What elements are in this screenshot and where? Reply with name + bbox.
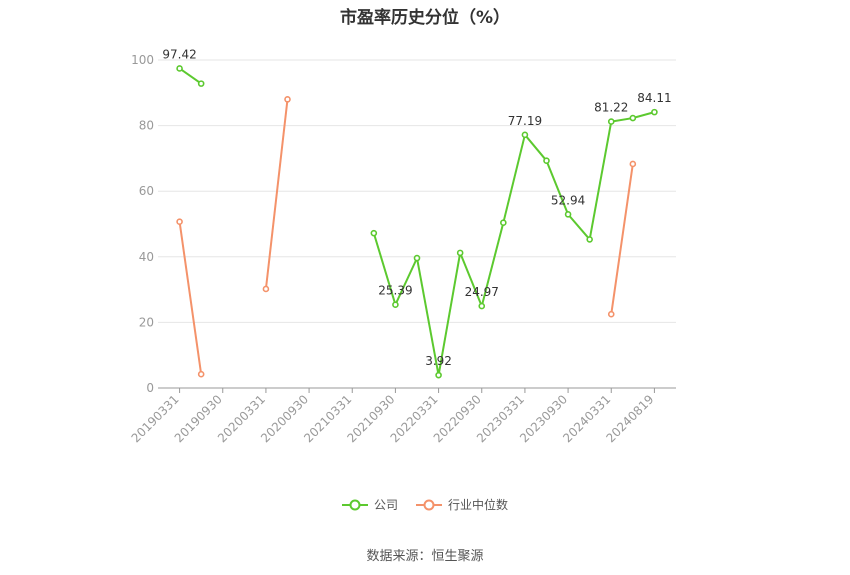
data-point xyxy=(197,370,205,378)
series-line-segment xyxy=(459,252,483,307)
data-point xyxy=(197,80,205,87)
data-label: 97.42 xyxy=(162,47,196,61)
data-point xyxy=(607,310,615,318)
series-line-segment xyxy=(264,99,289,290)
data-point xyxy=(478,302,486,310)
data-label: 3.92 xyxy=(425,354,452,368)
legend-company-label: 公司 xyxy=(373,498,398,512)
data-point xyxy=(500,219,507,226)
legend-industry-label: 行业中位数 xyxy=(448,498,509,512)
y-tick-label: 100 xyxy=(131,53,154,67)
y-tick-label: 60 xyxy=(139,184,154,198)
legend: 公司 行业中位数 xyxy=(0,496,850,513)
series-line-segment xyxy=(416,257,440,376)
series-line-segment xyxy=(567,213,591,241)
data-point xyxy=(543,157,550,164)
y-tick-label: 20 xyxy=(139,315,154,329)
data-point xyxy=(456,249,464,257)
series-line-segment xyxy=(524,134,548,162)
data-label: 77.19 xyxy=(508,114,542,128)
series-line-segment xyxy=(632,111,655,120)
data-point xyxy=(435,371,442,379)
y-tick-label: 40 xyxy=(139,250,154,264)
series-line-segment xyxy=(394,257,418,306)
data-point xyxy=(370,229,378,237)
data-point xyxy=(262,285,270,293)
data-point xyxy=(413,254,421,262)
series-line-segment xyxy=(372,232,397,306)
legend-item-company[interactable]: 公司 xyxy=(341,496,398,513)
series-line-segment xyxy=(480,222,505,307)
data-point xyxy=(607,118,615,125)
data-point xyxy=(651,108,658,116)
data-point xyxy=(521,131,529,139)
legend-industry-marker xyxy=(416,499,442,510)
series-line-segment xyxy=(179,67,202,85)
y-tick-label: 80 xyxy=(139,119,154,133)
series-line-segment xyxy=(502,134,526,223)
series-line-segment xyxy=(588,121,613,240)
data-point xyxy=(564,211,572,218)
chart-title: 市盈率历史分位（%） xyxy=(339,8,511,28)
data-point xyxy=(629,114,637,122)
legend-company-marker xyxy=(341,499,368,510)
series-line-segment xyxy=(178,221,203,375)
data-point xyxy=(629,160,637,168)
series-line-segment xyxy=(437,252,462,376)
data-point xyxy=(586,236,593,243)
series-line-segment xyxy=(611,117,633,123)
data-label: 81.22 xyxy=(594,101,628,115)
data-label: 84.11 xyxy=(637,91,671,105)
legend-item-industry[interactable]: 行业中位数 xyxy=(416,496,508,513)
y-tick-label: 0 xyxy=(146,381,154,395)
data-point xyxy=(392,301,399,309)
data-label: 24.97 xyxy=(465,285,499,299)
data-label: 25.39 xyxy=(378,284,412,298)
data-point xyxy=(284,96,291,103)
data-label: 52.94 xyxy=(551,193,585,207)
source-note: 数据来源：恒生聚源 xyxy=(366,549,484,564)
series-line-segment xyxy=(610,163,634,315)
data-point xyxy=(176,65,183,72)
data-point xyxy=(176,218,183,226)
series-line-segment xyxy=(545,160,570,215)
